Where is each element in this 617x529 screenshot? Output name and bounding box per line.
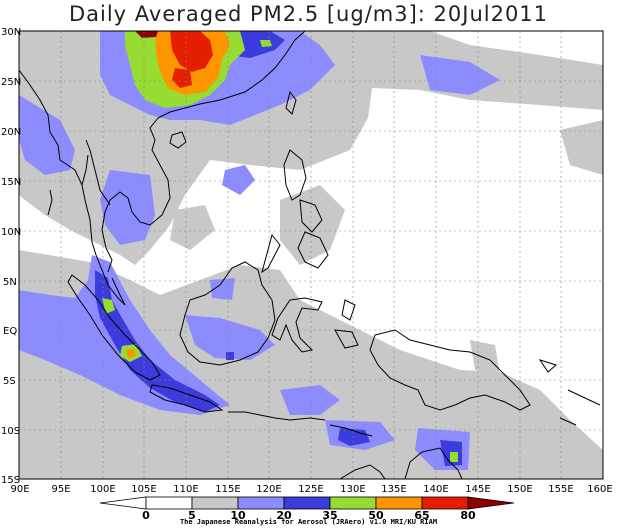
lat-label: 10S [1, 426, 20, 437]
lon-label: 95E [51, 484, 70, 495]
colorbar-cell [421, 496, 469, 510]
credit-text: The Japanese Reanalysis for Aerosol (JRA… [179, 518, 438, 526]
colorbar-label: 35 [322, 509, 337, 522]
lon-label: 120E [256, 484, 281, 495]
red-shading [170, 31, 213, 88]
colorbar-label: 65 [414, 509, 429, 522]
lat-label: 20N [1, 127, 21, 138]
colorbar-label: 80 [460, 509, 476, 522]
colorbar-label: 50 [368, 509, 384, 522]
lon-label: 90E [10, 484, 29, 495]
lat-label: 25N [1, 77, 21, 88]
lat-label: 30N [1, 27, 21, 38]
colorbar-cell [375, 496, 423, 510]
map-title: Daily Averaged PM2.5 [ug/m3]: 20Jul2011 [68, 2, 549, 26]
colorbar-label: 10 [230, 509, 246, 522]
colorbar-cell [237, 496, 285, 510]
colorbar-label: 0 [142, 509, 150, 522]
lon-label: 105E [131, 484, 156, 495]
colorbar-cell [467, 496, 515, 510]
lon-label: 155E [548, 484, 573, 495]
colorbar-label: 20 [276, 509, 292, 522]
colorbar-cell [283, 496, 331, 510]
colorbar-cell [99, 496, 147, 510]
lon-label: 145E [465, 484, 490, 495]
dark-red-shading [135, 31, 158, 38]
lon-label: 150E [507, 484, 532, 495]
lon-label: 140E [423, 484, 448, 495]
lat-label: EQ [3, 326, 17, 337]
colorbar-label: 5 [188, 509, 196, 522]
lat-label: 15N [1, 177, 21, 188]
lon-label: 135E [381, 484, 406, 495]
lat-label: 15S [1, 475, 20, 486]
colorbar-cell [191, 496, 239, 510]
colorbar-labels: 0 5 10 20 35 50 65 80 [142, 509, 476, 522]
lon-label: 130E [340, 484, 365, 495]
lon-label: 100E [90, 484, 115, 495]
latitude-labels: 30N 25N 20N 15N 10N 5N EQ 5S 10S 15S [1, 27, 21, 486]
plot-area [18, 30, 604, 480]
lon-label: 160E [587, 484, 612, 495]
colorbar-cell [329, 496, 377, 510]
coastlines [19, 31, 601, 479]
colorbar [99, 496, 515, 510]
lon-label: 110E [173, 484, 198, 495]
lon-label: 115E [215, 484, 240, 495]
lon-label: 125E [298, 484, 323, 495]
colorbar-cell [145, 496, 193, 510]
lat-label: 10N [1, 227, 21, 238]
lat-label: 5S [3, 376, 16, 387]
longitude-labels: 90E 95E 100E 105E 110E 115E 120E 125E 13… [10, 484, 612, 495]
lat-label: 5N [3, 277, 17, 288]
